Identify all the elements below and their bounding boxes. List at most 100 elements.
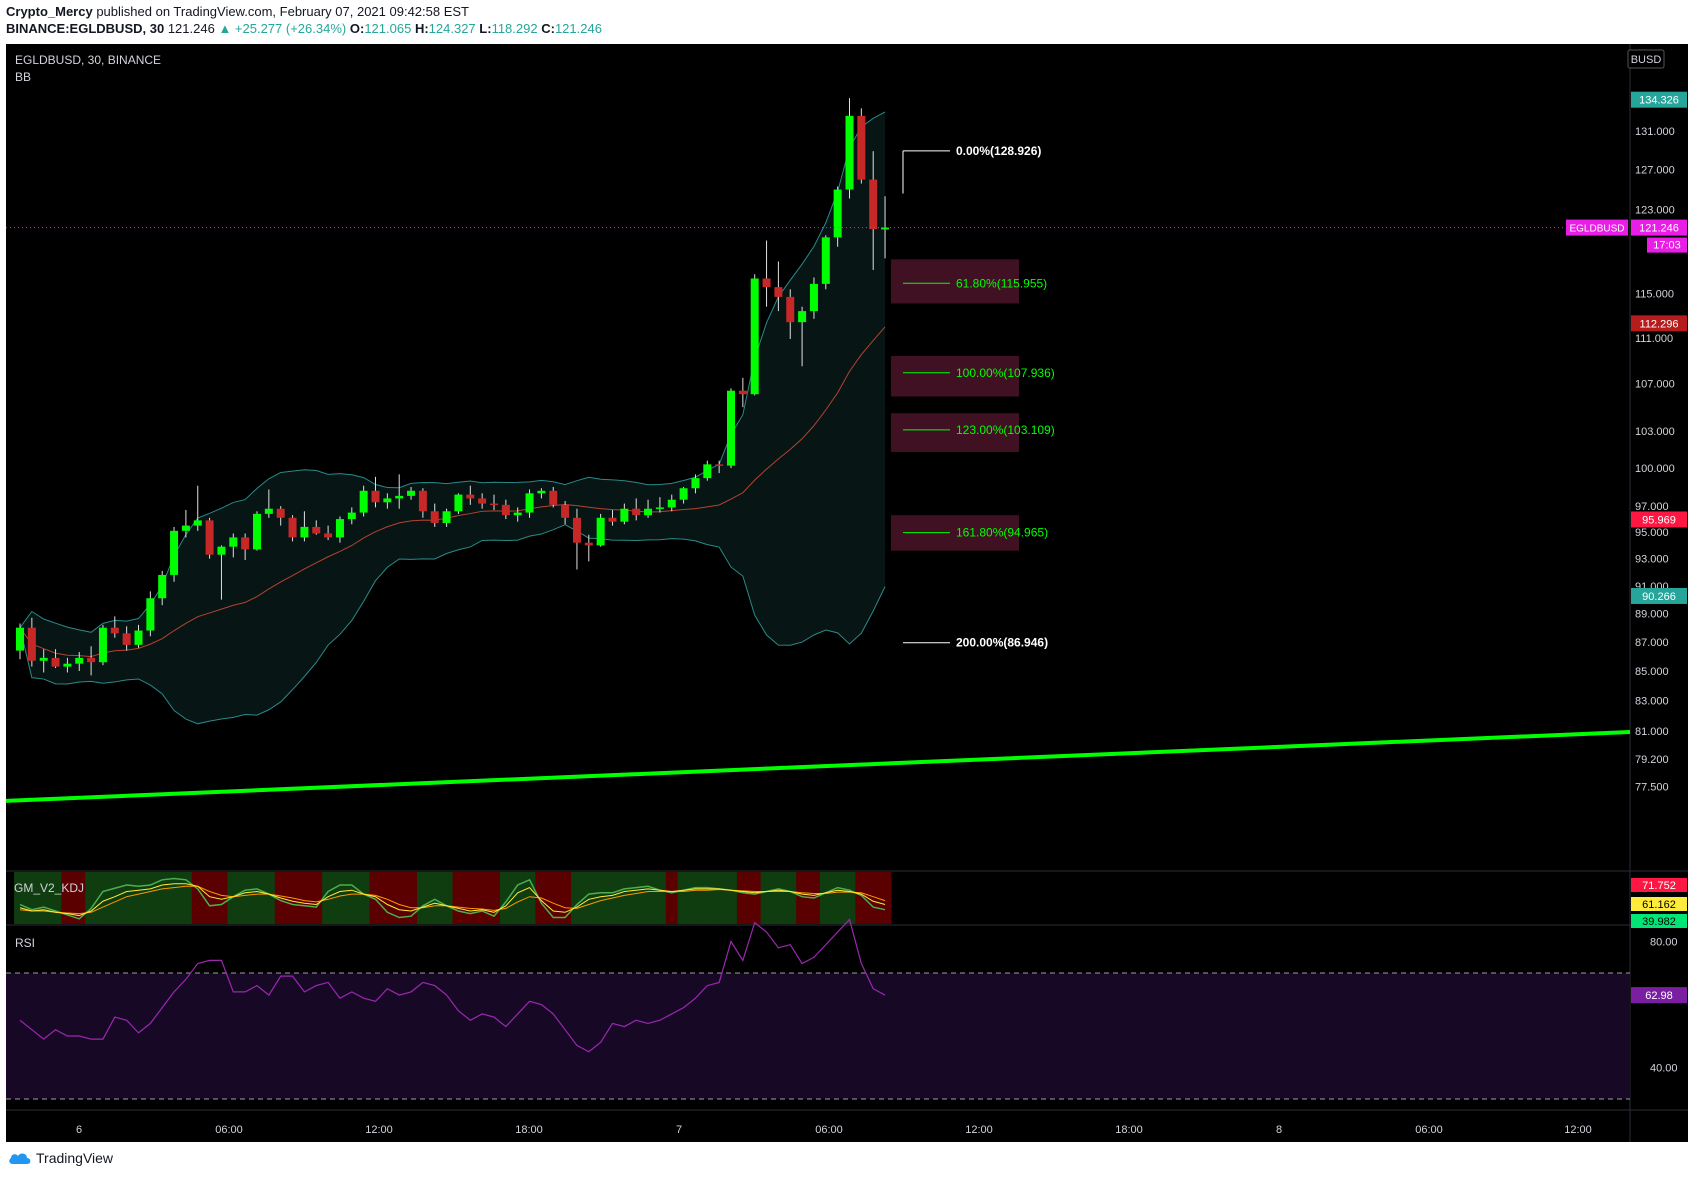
candle-body xyxy=(217,546,226,555)
candle-body xyxy=(395,495,404,499)
kdj-value-tag xyxy=(1631,878,1687,892)
candle-body xyxy=(347,512,356,520)
kdj-bg xyxy=(49,872,62,924)
candle-body xyxy=(383,498,392,503)
kdj-bg xyxy=(168,872,181,924)
candle-body xyxy=(122,633,131,645)
open-label: O: xyxy=(349,21,365,36)
price-tick: 85.000 xyxy=(1635,666,1669,678)
kdj-bg xyxy=(677,872,691,924)
legend-rsi[interactable]: RSI xyxy=(15,936,35,950)
candle-body xyxy=(584,542,593,546)
candle-body xyxy=(276,508,285,518)
price-label-text-bb_lower: 90.266 xyxy=(1642,591,1676,603)
price-tick: 97.000 xyxy=(1635,501,1669,513)
low-label: L: xyxy=(479,21,492,36)
candle-body xyxy=(181,525,190,531)
close-value: 121.246 xyxy=(554,21,602,36)
candle-body xyxy=(869,179,878,230)
candle-body xyxy=(193,520,202,526)
price-tick: 95.000 xyxy=(1635,527,1669,539)
kdj-bg xyxy=(61,872,74,924)
legend-symbol[interactable]: EGLDBUSD, 30, BINANCE xyxy=(15,53,161,67)
kdj-value-tag xyxy=(1631,897,1687,911)
author-name[interactable]: Crypto_Mercy xyxy=(6,4,93,19)
kdj-bg xyxy=(191,872,205,924)
ohlc-info: BINANCE:EGLDBUSD, 30 121.246 ▲ +25.277 (… xyxy=(6,21,602,36)
kdj-bg xyxy=(416,872,430,924)
publication-info: Crypto_Mercy published on TradingView.co… xyxy=(6,4,469,19)
price-tick: 103.000 xyxy=(1635,426,1675,438)
candle-body xyxy=(75,657,84,664)
kdj-bg xyxy=(701,872,714,924)
candle-body xyxy=(833,189,842,238)
candle-body xyxy=(490,503,498,506)
published-text: published on TradingView.com, February 0… xyxy=(96,4,469,19)
kdj-bg xyxy=(736,872,750,924)
currency-button[interactable] xyxy=(1627,49,1665,69)
rsi-tick: 80.00 xyxy=(1650,937,1678,949)
rsi-line xyxy=(19,918,886,1053)
time-tick: 18:00 xyxy=(1115,1124,1143,1136)
candle-body xyxy=(727,390,735,466)
fib-label: 161.80%(94.965) xyxy=(956,526,1048,540)
candle-body xyxy=(110,627,119,634)
price-label-text-red_marker: 95.969 xyxy=(1642,514,1676,526)
time-tick: 06:00 xyxy=(215,1124,243,1136)
candle-body xyxy=(253,513,261,550)
price-label-text-bb_basis: 112.296 xyxy=(1640,318,1679,330)
fib-label: 100.00%(107.936) xyxy=(956,366,1055,380)
kdj-bg xyxy=(37,872,51,924)
legend-bb[interactable]: BB xyxy=(15,70,31,84)
price-tick: 115.000 xyxy=(1635,289,1674,301)
kdj-bg xyxy=(642,872,655,924)
kdj-bg xyxy=(748,872,762,924)
kdj-bg xyxy=(179,872,193,924)
time-tick: 06:00 xyxy=(1415,1124,1443,1136)
kdj-bg xyxy=(819,872,833,924)
kdj-d-line xyxy=(19,885,886,915)
kdj-bg xyxy=(369,872,382,924)
countdown-tag xyxy=(1647,237,1687,253)
price-label-bb_lower xyxy=(1631,587,1687,604)
kdj-bg xyxy=(345,872,359,924)
tradingview-cloud-icon xyxy=(9,1153,31,1164)
footer xyxy=(0,1142,1694,1179)
candle-body xyxy=(407,490,416,496)
kdj-bg xyxy=(310,872,323,924)
currency-button-label[interactable]: BUSD xyxy=(1631,54,1662,66)
candle-body xyxy=(98,627,107,663)
countdown-text: 17:03 xyxy=(1653,240,1681,252)
candle-body xyxy=(715,464,724,466)
high-value: 124.327 xyxy=(428,21,476,36)
time-tick: 6 xyxy=(76,1124,82,1136)
candle-body xyxy=(525,493,534,513)
kdj-bg xyxy=(855,872,868,924)
price-change: ▲ +25.277 (+26.34%) xyxy=(218,21,347,36)
candle-body xyxy=(229,537,238,547)
rsi-value-tag xyxy=(1631,987,1687,1004)
kdj-bg xyxy=(867,872,880,924)
candle-body xyxy=(158,574,167,599)
candle-body xyxy=(632,508,641,516)
kdj-bg xyxy=(879,872,892,924)
kdj-bg xyxy=(144,872,157,924)
candle-body xyxy=(703,464,712,479)
candle-body xyxy=(16,627,24,651)
candle-body xyxy=(501,504,510,516)
kdj-value-text: 71.752 xyxy=(1642,880,1676,892)
kdj-bg xyxy=(594,872,608,924)
footer-logo[interactable]: TradingView xyxy=(8,1150,113,1166)
kdj-bg xyxy=(464,872,477,924)
candle-body xyxy=(691,478,700,489)
legend-kdj[interactable]: GM_V2_KDJ xyxy=(14,881,84,895)
kdj-bg xyxy=(796,872,809,924)
kdj-bg xyxy=(85,872,98,924)
candle-body xyxy=(51,657,60,667)
candle-body xyxy=(430,511,439,523)
last-price: 121.246 xyxy=(167,21,215,36)
kdj-bg xyxy=(772,872,785,924)
kdj-bg xyxy=(653,872,667,924)
price-label-last xyxy=(1631,219,1687,236)
